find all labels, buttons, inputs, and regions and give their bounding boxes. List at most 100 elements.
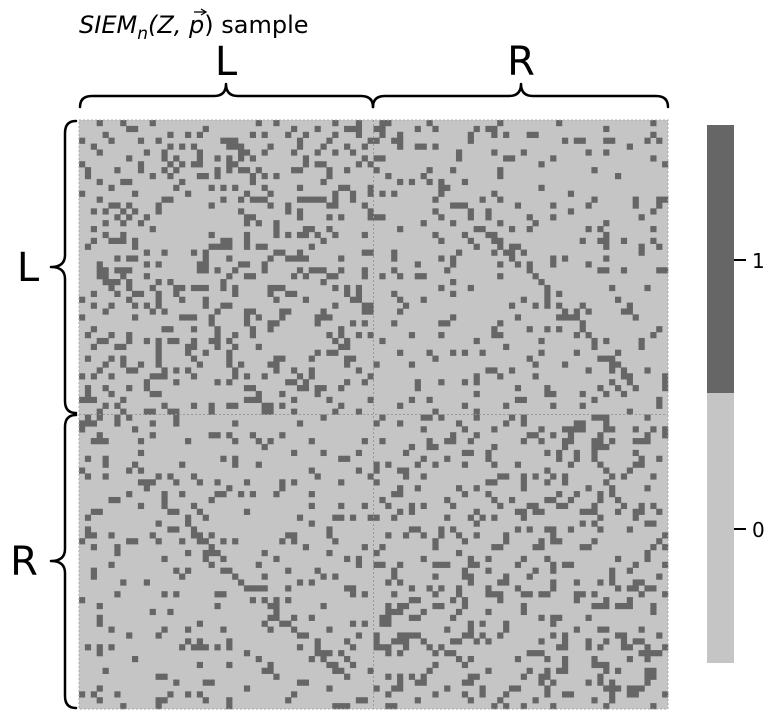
heatmap-cell <box>644 485 651 492</box>
heatmap-cell <box>520 591 527 598</box>
heatmap-cell <box>520 249 527 256</box>
heatmap-cell <box>344 355 351 362</box>
heatmap-cell <box>238 149 245 156</box>
heatmap-cell <box>96 120 103 127</box>
heatmap-cell <box>279 390 286 398</box>
heatmap-cell <box>367 137 374 144</box>
heatmap-cell <box>455 591 463 598</box>
heatmap-cell <box>603 420 610 427</box>
heatmap-cell <box>379 214 386 221</box>
heatmap-cell <box>332 408 339 415</box>
heatmap-cell <box>402 632 410 639</box>
heatmap-cell <box>414 273 421 280</box>
heatmap-cell <box>603 602 610 610</box>
heatmap-cell <box>338 332 345 339</box>
heatmap-cell <box>226 432 233 439</box>
heatmap-cell <box>603 685 610 692</box>
heatmap-cell <box>585 638 592 645</box>
heatmap-cell <box>308 579 315 586</box>
heatmap-cell <box>96 614 103 621</box>
heatmap-cell <box>214 155 221 162</box>
heatmap-cell <box>308 614 315 621</box>
heatmap-cell <box>491 326 498 333</box>
heatmap-cell <box>397 485 404 492</box>
heatmap-cell <box>644 137 651 144</box>
heatmap-cell <box>249 332 256 339</box>
heatmap-cell <box>308 226 315 233</box>
heatmap-cell <box>338 343 345 351</box>
heatmap-cell <box>261 585 268 592</box>
heatmap-cell <box>385 620 392 627</box>
heatmap-cell <box>397 143 404 150</box>
heatmap-cell <box>344 290 351 297</box>
heatmap-cell <box>126 491 133 498</box>
heatmap-cell <box>638 438 645 445</box>
heatmap-cell <box>561 438 569 445</box>
heatmap-cell <box>243 373 251 380</box>
heatmap-cell <box>214 173 221 180</box>
heatmap-cell <box>126 279 133 286</box>
heatmap-cell <box>214 267 221 274</box>
heatmap-cell <box>591 520 598 527</box>
heatmap-cell <box>261 243 268 250</box>
heatmap-cell <box>438 644 445 651</box>
heatmap-cell <box>414 143 421 150</box>
heatmap-cell <box>84 173 92 180</box>
heatmap-cell <box>314 473 321 480</box>
heatmap-cell <box>620 473 628 480</box>
heatmap-cell <box>391 685 398 692</box>
heatmap-cell <box>385 650 392 657</box>
heatmap-cell <box>167 337 174 345</box>
block-label-top-left: L <box>215 39 238 85</box>
heatmap-cell <box>226 237 233 244</box>
heatmap-cell <box>349 661 357 669</box>
heatmap-cell <box>379 155 386 162</box>
heatmap-cell <box>249 385 256 392</box>
heatmap-cell <box>503 420 510 427</box>
heatmap-cell <box>120 231 127 239</box>
heatmap-cell <box>302 296 310 303</box>
heatmap-cell <box>185 638 192 645</box>
heatmap-cell <box>508 302 516 309</box>
heatmap-cell <box>90 438 97 445</box>
heatmap-cell <box>609 579 616 586</box>
heatmap-cell <box>202 644 209 651</box>
heatmap-cell <box>273 296 280 303</box>
heatmap-cell <box>520 508 527 515</box>
heatmap-cell <box>432 408 439 415</box>
heatmap-cell <box>320 449 327 457</box>
heatmap-cell <box>597 355 604 362</box>
heatmap-cell <box>308 438 315 445</box>
heatmap-cell <box>632 691 639 698</box>
heatmap-cell <box>485 367 492 374</box>
heatmap-cell <box>114 214 121 221</box>
heatmap-cell <box>143 261 150 268</box>
heatmap-cell <box>214 308 221 315</box>
heatmap-cell <box>609 567 616 574</box>
heatmap-cell <box>520 396 527 404</box>
heatmap-cell <box>132 314 139 321</box>
heatmap-cell <box>96 602 103 610</box>
heatmap-cell <box>249 326 256 333</box>
heatmap-cell <box>361 591 368 598</box>
heatmap-cell <box>614 496 622 504</box>
heatmap-cell <box>161 591 168 598</box>
heatmap-cell <box>208 432 215 439</box>
heatmap-cell <box>467 673 474 680</box>
heatmap-cell <box>662 385 669 392</box>
heatmap-cell <box>344 184 351 191</box>
heatmap-cell <box>208 320 215 327</box>
heatmap-cell <box>114 279 121 286</box>
heatmap-cell <box>302 632 310 639</box>
heatmap-cell <box>632 579 639 586</box>
heatmap-cell <box>497 544 504 551</box>
heatmap-cell <box>591 167 598 174</box>
heatmap-cell <box>379 190 386 197</box>
heatmap-cell <box>497 173 504 180</box>
heatmap-cell <box>497 243 504 250</box>
heatmap-cell <box>155 337 162 345</box>
heatmap-cell <box>491 496 498 504</box>
heatmap-cell <box>255 585 262 592</box>
heatmap-cell <box>567 691 575 698</box>
heatmap-cell <box>167 326 174 333</box>
